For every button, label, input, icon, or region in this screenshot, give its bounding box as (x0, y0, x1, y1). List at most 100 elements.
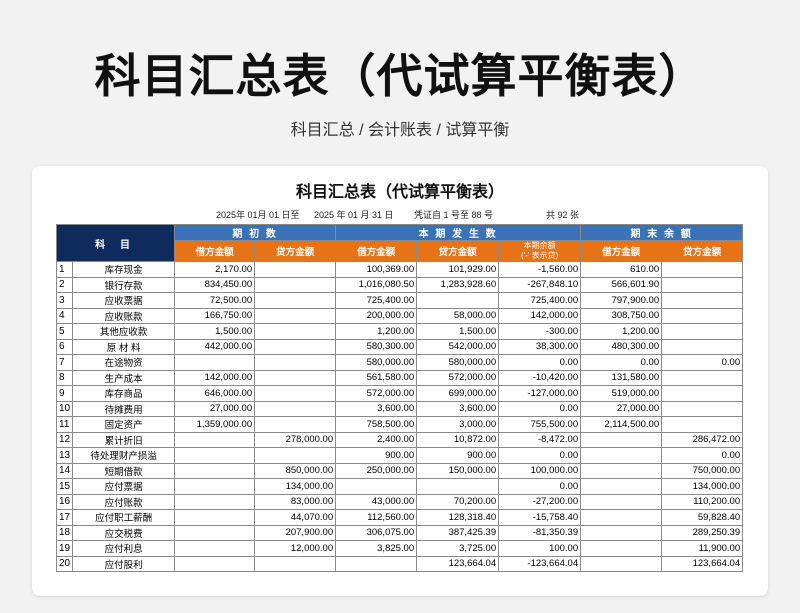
closing-credit-cell: 0.00 (661, 354, 744, 371)
closing-credit-cell (661, 385, 744, 402)
closing-credit-header: 贷方金额 (661, 240, 744, 262)
opening-credit-cell (254, 307, 337, 324)
closing-credit-cell: 134,000.00 (661, 478, 744, 495)
closing-debit-cell (580, 493, 663, 510)
sheet-title: 科目汇总表（代试算平衡表） (295, 184, 504, 201)
opening-credit-cell: 207,900.00 (254, 524, 337, 541)
opening-debit-cell: 166,750.00 (174, 307, 256, 324)
account-name: 原 材 料 (72, 338, 176, 355)
closing-debit-cell: 27,000.00 (580, 400, 663, 417)
closing-debit-cell (580, 555, 663, 572)
closing-credit-cell: 11,900.00 (661, 540, 744, 557)
closing-debit-cell: 519,000.00 (580, 385, 663, 402)
current-balance-cell: 725,400.00 (498, 292, 582, 309)
row-number: 10 (55, 400, 74, 417)
closing-debit-cell: 610.00 (580, 261, 663, 278)
opening-debit-cell (174, 431, 256, 448)
date-to: 2025 年 01 月 31 日 (314, 210, 394, 220)
current-credit-cell: 58,000.00 (416, 307, 500, 324)
current-balance-cell: 142,000.00 (498, 307, 582, 324)
current-credit-cell: 580,000.00 (416, 354, 500, 371)
current-debit-cell: 580,300.00 (335, 338, 418, 355)
row-number: 20 (55, 555, 74, 572)
closing-debit-cell: 308,750.00 (580, 307, 663, 324)
closing-debit-cell: 0.00 (580, 354, 663, 371)
closing-credit-cell (661, 338, 744, 355)
opening-credit-cell: 850,000.00 (254, 462, 337, 479)
table-row: 7 在途物资 580,000.00 580,000.00 0.00 0.00 0.00 (55, 354, 744, 371)
account-name: 应付利息 (72, 540, 176, 557)
closing-debit-cell (580, 524, 663, 541)
current-debit-cell: 100,369.00 (335, 261, 418, 278)
account-name: 生产成本 (72, 369, 176, 386)
table-row: 16 应付账款 83,000.00 43,000.00 70,200.00 -27,200… (55, 493, 744, 510)
row-number: 7 (55, 354, 74, 371)
table-row: 18 应交税费 207,900.00 306,075.00 387,425.39 -81,… (55, 524, 744, 541)
current-credit-cell: 900.00 (416, 447, 500, 464)
closing-debit-cell: 1,200.00 (580, 323, 663, 340)
current-balance-cell: 0.00 (498, 447, 582, 464)
opening-debit-cell: 834,450.00 (174, 276, 256, 293)
row-number: 3 (55, 292, 74, 309)
row-number: 1 (55, 261, 74, 278)
current-balance-cell: -15,758.40 (498, 509, 582, 526)
current-balance-note: ('-' 表示贷) (520, 251, 559, 260)
table-row: 1 库存现金 2,170.00 100,369.00 101,929.00 -1,560.… (55, 261, 744, 278)
current-credit-cell: 1,500.00 (416, 323, 500, 340)
page-subtitle: 科目汇总 / 会计账表 / 试算平衡 (290, 122, 510, 139)
opening-debit-cell (174, 555, 256, 572)
opening-debit-cell: 142,000.00 (174, 369, 256, 386)
opening-credit-cell: 278,000.00 (254, 431, 337, 448)
account-name: 待摊费用 (72, 400, 176, 417)
current-balance-cell: -267,848.10 (498, 276, 582, 293)
account-name: 在途物资 (72, 354, 176, 371)
table-row: 9 库存商品 646,000.00 572,000.00 699,000.00 -127,… (55, 385, 744, 402)
opening-debit-cell: 2,170.00 (174, 261, 256, 278)
current-balance-cell: 100,000.00 (498, 462, 582, 479)
row-number: 9 (55, 385, 74, 402)
account-name: 应付账款 (72, 493, 176, 510)
opening-credit-cell (254, 292, 337, 309)
opening-debit-header: 借方金额 (174, 240, 256, 262)
opening-credit-cell (254, 354, 337, 371)
current-debit-cell: 250,000.00 (335, 462, 418, 479)
closing-credit-cell: 286,472.00 (661, 431, 744, 448)
row-number: 4 (55, 307, 74, 324)
closing-credit-cell (661, 261, 744, 278)
current-balance-cell: -1,560.00 (498, 261, 582, 278)
table-row: 12 累计折旧 278,000.00 2,400.00 10,872.00 -8,472.… (55, 431, 744, 448)
current-debit-cell: 112,560.00 (335, 509, 418, 526)
current-debit-cell: 758,500.00 (335, 416, 418, 433)
current-balance-cell: 38,300.00 (498, 338, 582, 355)
current-balance-cell: -127,000.00 (498, 385, 582, 402)
row-number: 2 (55, 276, 74, 293)
opening-debit-cell (174, 540, 256, 557)
opening-debit-cell: 646,000.00 (174, 385, 256, 402)
current-balance-cell: -8,472.00 (498, 431, 582, 448)
opening-credit-cell (254, 261, 337, 278)
current-debit-header: 借方金额 (335, 240, 418, 262)
page-title: 科目汇总表（代试算平衡表） (94, 49, 706, 103)
closing-debit-cell (580, 509, 663, 526)
current-debit-cell: 43,000.00 (335, 493, 418, 510)
opening-debit-cell: 72,500.00 (174, 292, 256, 309)
current-balance-header: 本期余额 ('-' 表示贷) (498, 240, 582, 262)
current-header: 本 期 发 生 数 (335, 224, 582, 241)
account-name: 应收账款 (72, 307, 176, 324)
closing-debit-cell (580, 462, 663, 479)
row-number: 17 (55, 509, 74, 526)
closing-debit-cell (580, 447, 663, 464)
table-row: 4 应收账款 166,750.00 200,000.00 58,000.00 142,00… (55, 307, 744, 324)
row-number: 12 (55, 431, 74, 448)
current-debit-cell: 572,000.00 (335, 385, 418, 402)
closing-debit-cell: 566,601.90 (580, 276, 663, 293)
opening-credit-cell (254, 369, 337, 386)
row-number: 6 (55, 338, 74, 355)
closing-credit-cell (661, 400, 744, 417)
closing-credit-cell: 110,200.00 (661, 493, 744, 510)
table-row: 11 固定资产 1,359,000.00 758,500.00 3,000.00 755,… (55, 416, 744, 433)
current-balance-cell: -81,350.39 (498, 524, 582, 541)
current-debit-cell: 306,075.00 (335, 524, 418, 541)
account-name: 库存现金 (72, 261, 176, 278)
closing-debit-cell (580, 431, 663, 448)
